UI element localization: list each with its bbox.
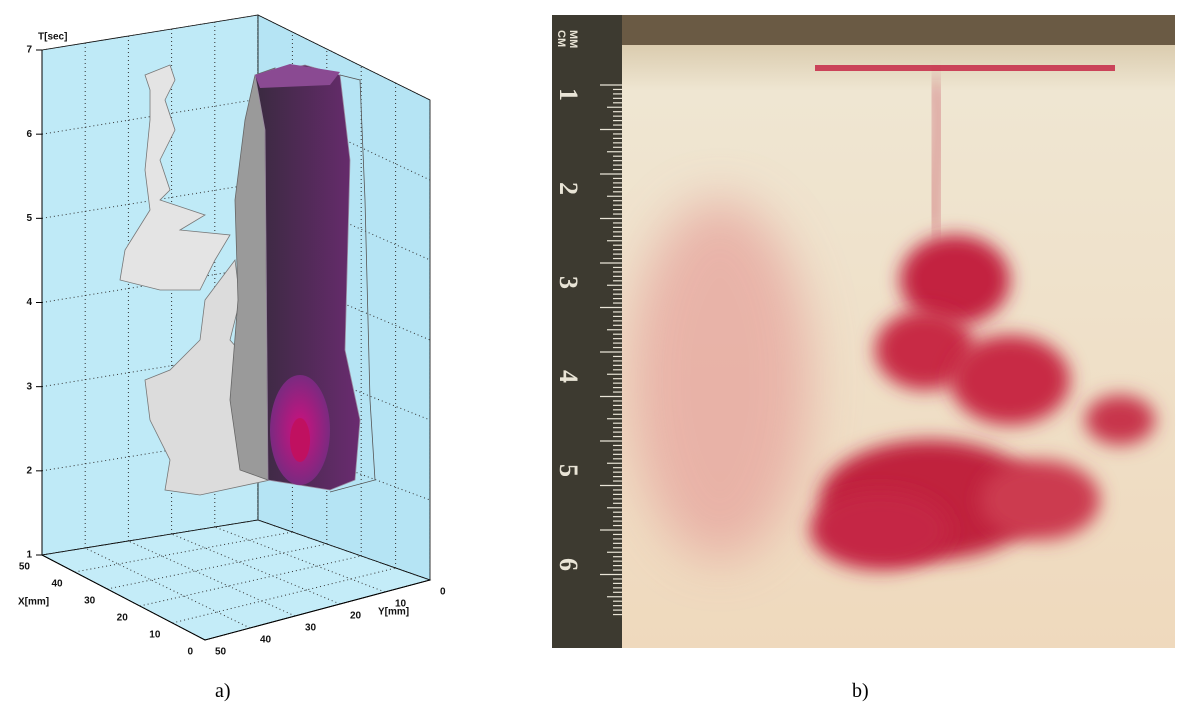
ruler-number: 2 (554, 182, 583, 195)
figure: T[sec] X[mm] Y[mm] a) b) 765432150403020… (0, 0, 1183, 713)
caption: b) (852, 680, 869, 702)
ruler-number: 1 (554, 88, 583, 101)
y-tick-label: 40 (260, 635, 272, 646)
t-tick-label: 7 (26, 45, 32, 56)
t-tick-label: 2 (26, 465, 32, 476)
ruler-number: 4 (554, 370, 583, 383)
photo (552, 15, 1175, 648)
t-tick-label: 1 (26, 550, 32, 561)
ruler-unit: MM (567, 30, 579, 48)
caption: a) (215, 680, 231, 702)
x-tick-label: 20 (117, 613, 129, 624)
y-tick-label: 0 (440, 587, 446, 598)
y-tick-label: 20 (350, 611, 362, 622)
ruler-number: 3 (554, 276, 583, 289)
x-tick-label: 10 (149, 630, 161, 641)
y-tick-label: 10 (395, 599, 407, 610)
y-tick-label: 30 (305, 623, 317, 634)
t-tick-label: 6 (26, 129, 32, 140)
core-center (290, 418, 310, 462)
x-tick-label: 50 (19, 562, 31, 573)
ruler-number: 6 (554, 558, 583, 571)
t-tick-label: 3 (26, 381, 32, 392)
x-axis-label: X[mm] (18, 597, 49, 608)
x-tick-label: 30 (84, 596, 96, 607)
ruler (552, 15, 622, 648)
t-axis-label: T[sec] (38, 32, 67, 43)
y-tick-label: 50 (215, 647, 227, 658)
ruler-number: 5 (554, 464, 583, 477)
x-tick-label: 40 (51, 579, 63, 590)
x-tick-label: 0 (187, 647, 193, 658)
tank-rim (622, 15, 1175, 45)
t-tick-label: 5 (26, 213, 32, 224)
ruler-unit: CM (555, 30, 567, 47)
plot-3d: T[sec] X[mm] Y[mm] (18, 15, 430, 640)
t-tick-label: 4 (26, 297, 32, 308)
